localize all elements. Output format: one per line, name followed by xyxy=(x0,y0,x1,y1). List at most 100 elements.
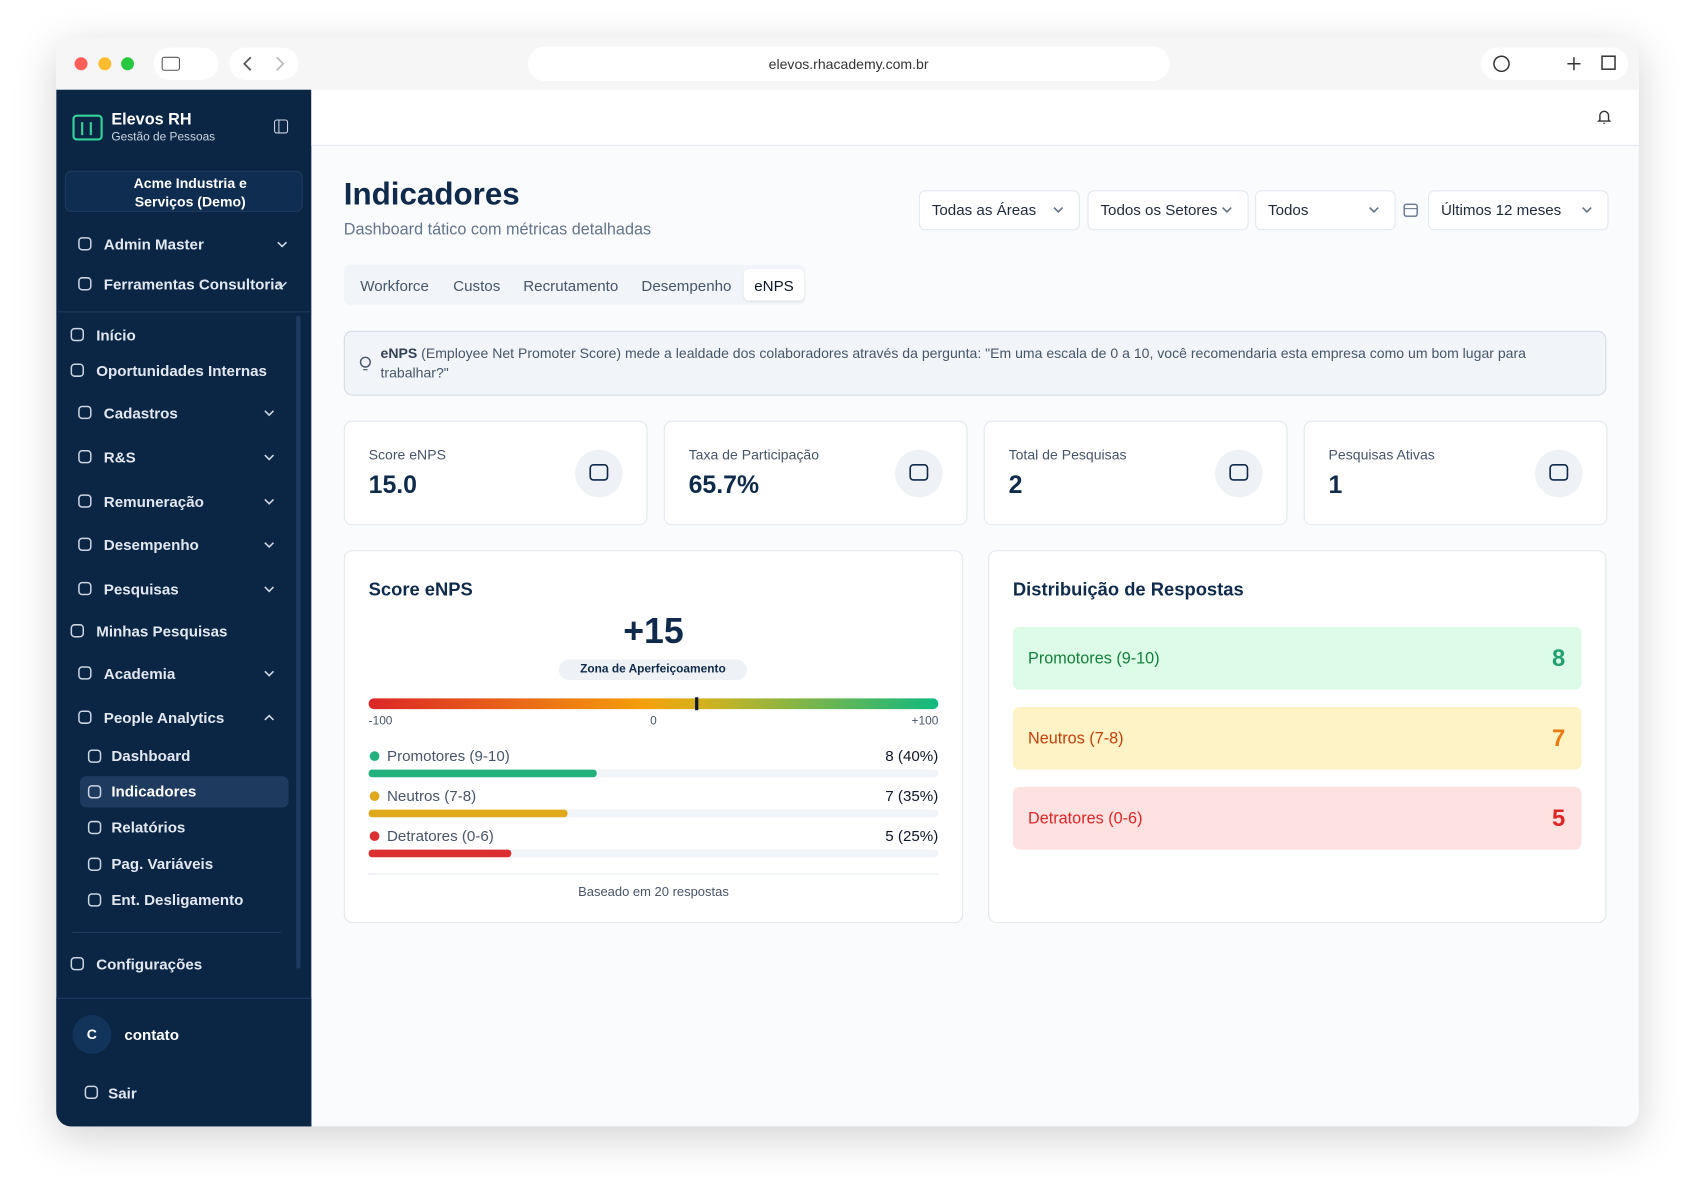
chevron xyxy=(1579,202,1594,217)
kpi-icon-svg xyxy=(1215,449,1263,498)
kpi-icon xyxy=(1534,449,1584,499)
nav-icon-svg xyxy=(78,581,92,596)
active-tab xyxy=(743,269,805,301)
nav-item[interactable]: Configurações xyxy=(96,955,203,973)
subnav-icon-svg xyxy=(87,893,102,907)
filter-select[interactable]: Todos os Setores xyxy=(1087,190,1249,231)
legend-dot xyxy=(369,751,380,762)
nav-item[interactable]: Sair xyxy=(108,1084,137,1102)
nav-item[interactable]: Ferramentas Consultoria xyxy=(103,275,283,293)
subnav-item[interactable]: Pag. Variáveis xyxy=(111,855,214,873)
nav-item[interactable]: Cadastros xyxy=(103,404,178,422)
legend-dot xyxy=(369,831,380,842)
row-value: 8 (40%) xyxy=(885,746,939,765)
chevron xyxy=(1051,202,1066,217)
kpi-icon-svg xyxy=(895,449,943,498)
page-title: Indicadores xyxy=(343,177,520,212)
kpi-label: Taxa de Participação xyxy=(688,446,820,463)
nav-icon-svg xyxy=(78,450,92,464)
tab[interactable]: Desempenho xyxy=(641,276,732,295)
chevron xyxy=(1366,202,1381,217)
nav-item[interactable]: Remuneração xyxy=(103,492,204,511)
chevron-svg xyxy=(277,241,288,248)
nav-item[interactable]: R&S xyxy=(103,448,136,466)
subnav-item[interactable]: Dashboard xyxy=(111,746,191,765)
nav-icon xyxy=(77,236,94,253)
row-name: Promotores (9-10) xyxy=(386,746,510,765)
chevron-svg xyxy=(264,454,275,461)
bell-icon[interactable] xyxy=(1596,108,1613,125)
nav-icon-svg xyxy=(78,237,92,251)
nav-icon-svg xyxy=(84,1085,99,1100)
calendar-icon-svg xyxy=(1403,203,1418,217)
calendar-icon xyxy=(1403,202,1418,217)
chevron-svg xyxy=(1369,206,1379,214)
chevron-svg xyxy=(264,410,275,417)
bar-track xyxy=(368,769,939,778)
divider xyxy=(72,931,282,933)
info-term: eNPS xyxy=(380,344,418,362)
subnav-item[interactable]: Relatórios xyxy=(111,818,186,836)
subnav-icon-svg xyxy=(87,857,102,871)
nav-icon xyxy=(69,623,86,640)
filter-select[interactable]: Últimos 12 meses xyxy=(1428,190,1609,231)
chevron-svg xyxy=(264,498,275,505)
row-name: Neutros (7-8) xyxy=(386,786,477,805)
active-highlight xyxy=(79,776,289,808)
kpi-value: 15.0 xyxy=(368,470,418,499)
nav-icon-svg xyxy=(78,405,92,420)
filter-select[interactable]: Todos xyxy=(1255,190,1396,231)
nav-icon xyxy=(69,956,86,973)
row-name: Promotores (9-10) xyxy=(1028,649,1160,669)
subnav-icon-svg xyxy=(87,785,102,799)
bar-track xyxy=(368,849,939,858)
nav-icon xyxy=(77,404,94,421)
kpi-card: Pesquisas Ativas 1 xyxy=(1303,420,1608,526)
kpi-icon-svg xyxy=(1535,449,1583,498)
kpi-icon xyxy=(1214,449,1264,499)
url[interactable]: elevos.rhacademy.com.br xyxy=(768,56,929,73)
nav-item[interactable]: Oportunidades Internas xyxy=(96,362,267,380)
kpi-value: 65.7% xyxy=(688,470,760,499)
nav-item[interactable]: Academia xyxy=(103,664,176,683)
subnav-icon xyxy=(86,748,103,765)
avatar: C xyxy=(72,1015,112,1054)
nav-item[interactable]: Pesquisas xyxy=(103,580,179,598)
page-subtitle: Dashboard tático com métricas detalhadas xyxy=(343,220,652,239)
nav-item[interactable]: People Analytics xyxy=(103,709,225,727)
nav-item[interactable]: Admin Master xyxy=(103,235,204,253)
tab[interactable]: Recrutamento xyxy=(523,276,619,295)
nav-icon xyxy=(77,709,94,726)
kpi-label: Total de Pesquisas xyxy=(1008,446,1127,463)
nav-item[interactable]: Início xyxy=(96,326,136,344)
row-value: 5 (25%) xyxy=(885,826,939,845)
chevron-svg xyxy=(264,542,275,549)
nav-item[interactable]: Desempenho xyxy=(103,536,199,554)
nav-icon-svg xyxy=(70,624,84,638)
score: +15 xyxy=(623,610,684,651)
bulb-icon xyxy=(358,356,373,373)
distribution-row: Neutros (7-8) 7 xyxy=(1012,706,1582,770)
filter-select[interactable]: Todas as Áreas xyxy=(918,190,1080,231)
nav-icon xyxy=(69,326,86,343)
kpi-icon xyxy=(574,449,624,499)
subnav-item[interactable]: Indicadores xyxy=(111,782,197,800)
kpi-card: Score eNPS 15.0 xyxy=(343,420,648,526)
row-name: Detratores (0-6) xyxy=(1028,809,1143,829)
tab[interactable]: Workforce xyxy=(360,276,429,295)
subnav-icon xyxy=(86,784,103,801)
sidebar: Elevos RH Gestão de Pessoas Acme Industr… xyxy=(56,89,312,1127)
tab[interactable]: eNPS xyxy=(754,276,794,295)
divider xyxy=(368,873,939,875)
subnav-item[interactable]: Ent. Desligamento xyxy=(111,890,244,909)
nav-icon-svg xyxy=(70,957,84,971)
collapse-icon[interactable] xyxy=(273,119,289,134)
chevron xyxy=(262,450,277,465)
chevron xyxy=(1219,202,1234,217)
chevron-svg xyxy=(277,281,288,288)
tab[interactable]: Custos xyxy=(453,276,501,295)
company-select[interactable]: Acme Industria e Serviços (Demo) xyxy=(64,170,303,212)
row-value: 7 (35%) xyxy=(885,786,939,805)
distribution-row: Detratores (0-6) 5 xyxy=(1012,786,1582,850)
nav-item[interactable]: Minhas Pesquisas xyxy=(96,622,228,640)
